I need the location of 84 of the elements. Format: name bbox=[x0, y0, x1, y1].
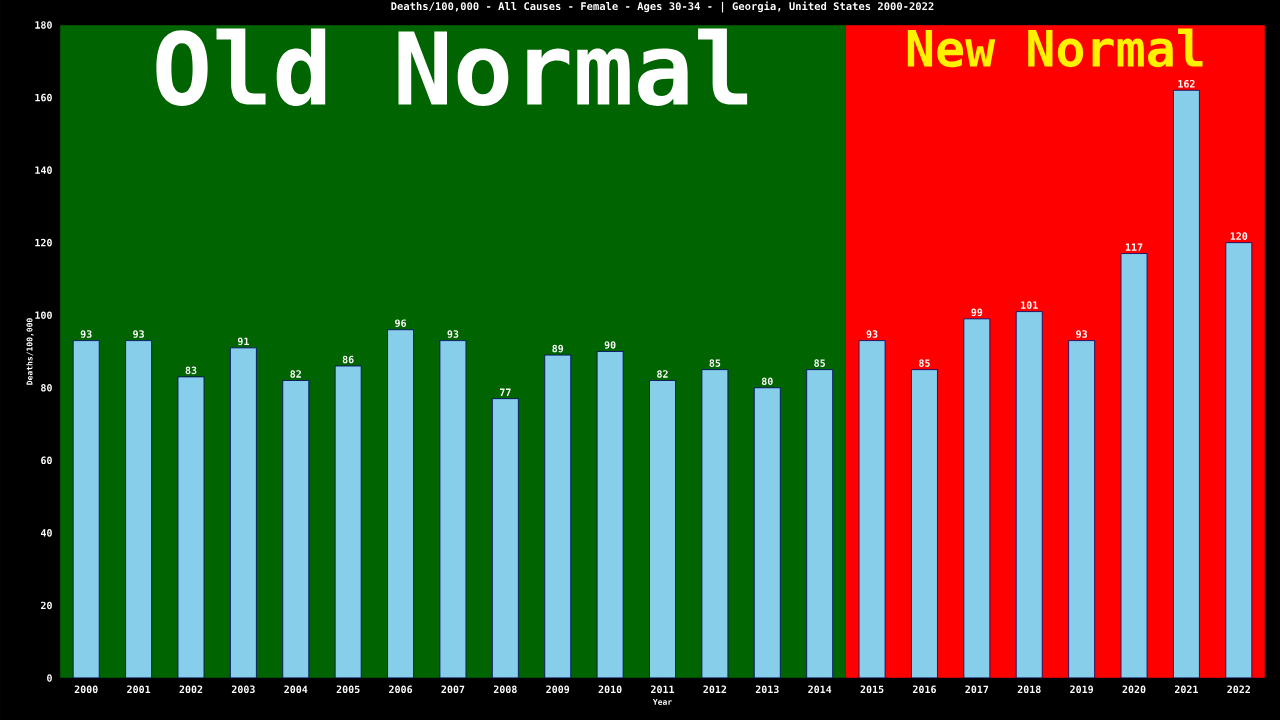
bar bbox=[334, 365, 362, 679]
data-label: 80 bbox=[761, 377, 773, 386]
bar bbox=[1015, 311, 1043, 679]
x-tick-label: 2015 bbox=[860, 685, 884, 694]
data-label: 93 bbox=[80, 330, 92, 338]
y-tick-label: 20 bbox=[41, 601, 52, 610]
bar bbox=[963, 318, 991, 679]
bar bbox=[125, 340, 152, 679]
y-tick-label: 180 bbox=[35, 21, 52, 29]
x-tick-label: 2003 bbox=[231, 685, 255, 694]
bar bbox=[701, 369, 729, 679]
data-label: 117 bbox=[1125, 243, 1143, 251]
x-tick-label: 2014 bbox=[808, 685, 832, 694]
data-label: 162 bbox=[1178, 79, 1195, 88]
x-tick-label: 2005 bbox=[336, 685, 360, 694]
data-label: 77 bbox=[499, 388, 511, 396]
y-tick-label: 160 bbox=[35, 93, 52, 102]
band-label: New Normal bbox=[907, 28, 1203, 68]
data-label: 96 bbox=[395, 319, 407, 327]
x-tick-label: 2010 bbox=[598, 685, 622, 694]
bar bbox=[72, 340, 100, 679]
bar bbox=[649, 380, 676, 679]
data-label: 93 bbox=[866, 330, 878, 338]
x-tick-label: 2012 bbox=[703, 685, 727, 694]
data-label: 85 bbox=[814, 359, 826, 367]
x-tick-label: 2000 bbox=[74, 685, 98, 694]
x-tick-label: 2009 bbox=[546, 685, 570, 694]
data-label: 101 bbox=[1021, 301, 1038, 309]
x-tick-label: 2011 bbox=[651, 685, 675, 694]
bar bbox=[806, 369, 834, 679]
x-tick-label: 2002 bbox=[179, 685, 203, 694]
x-tick-label: 2016 bbox=[912, 685, 936, 694]
bar bbox=[282, 380, 310, 679]
x-tick-label: 2020 bbox=[1122, 685, 1146, 694]
bar bbox=[177, 376, 205, 679]
bar bbox=[1173, 89, 1200, 679]
chart-title: Deaths/100,000 - All Causes - Female - Ages 30-34 - | Georgia, United States 2000-2022 bbox=[391, 1, 934, 13]
data-label: 93 bbox=[447, 330, 459, 338]
data-label: 120 bbox=[1230, 232, 1248, 240]
y-tick-label: 100 bbox=[35, 311, 52, 319]
bar bbox=[229, 347, 257, 679]
bar bbox=[753, 387, 781, 679]
bar bbox=[596, 351, 624, 679]
x-tick-label: 2008 bbox=[493, 685, 517, 694]
y-tick-label: 0 bbox=[47, 674, 52, 682]
data-label: 93 bbox=[1076, 330, 1088, 338]
x-tick-label: 2001 bbox=[127, 685, 151, 694]
x-axis-title: Year bbox=[652, 698, 672, 705]
bar bbox=[1120, 253, 1148, 679]
data-label: 99 bbox=[971, 308, 983, 317]
y-tick-label: 80 bbox=[41, 383, 52, 392]
data-label: 85 bbox=[919, 359, 930, 367]
x-tick-label: 2022 bbox=[1227, 685, 1251, 694]
x-tick-label: 2018 bbox=[1017, 685, 1041, 694]
bar bbox=[387, 329, 414, 679]
bar bbox=[439, 340, 467, 679]
x-tick-label: 2013 bbox=[755, 685, 779, 694]
y-tick-label: 120 bbox=[35, 238, 52, 247]
bar bbox=[858, 340, 886, 679]
x-tick-label: 2019 bbox=[1070, 685, 1094, 694]
data-label: 89 bbox=[552, 344, 564, 353]
y-tick-label: 40 bbox=[40, 529, 52, 537]
data-label: 93 bbox=[133, 330, 144, 338]
bar bbox=[1068, 340, 1096, 679]
x-tick-label: 2004 bbox=[284, 685, 308, 694]
x-tick-label: 2017 bbox=[965, 685, 989, 694]
bar bbox=[491, 398, 519, 679]
x-tick-label: 2007 bbox=[441, 685, 465, 694]
y-tick-label: 60 bbox=[41, 456, 52, 465]
data-label: 82 bbox=[290, 370, 301, 378]
y-axis-title: Deaths/100,000 bbox=[26, 318, 34, 385]
y-tick-label: 140 bbox=[35, 166, 52, 174]
data-label: 86 bbox=[342, 355, 354, 364]
data-label: 90 bbox=[604, 341, 616, 349]
x-tick-label: 2021 bbox=[1174, 685, 1198, 694]
bar bbox=[911, 369, 938, 679]
data-label: 83 bbox=[185, 366, 197, 375]
data-label: 85 bbox=[709, 359, 721, 367]
band-label: Old Normal bbox=[156, 28, 748, 106]
x-tick-label: 2006 bbox=[389, 685, 413, 694]
data-label: 91 bbox=[237, 337, 249, 346]
bar bbox=[1225, 242, 1253, 679]
bar bbox=[544, 354, 572, 679]
data-label: 82 bbox=[657, 370, 668, 378]
